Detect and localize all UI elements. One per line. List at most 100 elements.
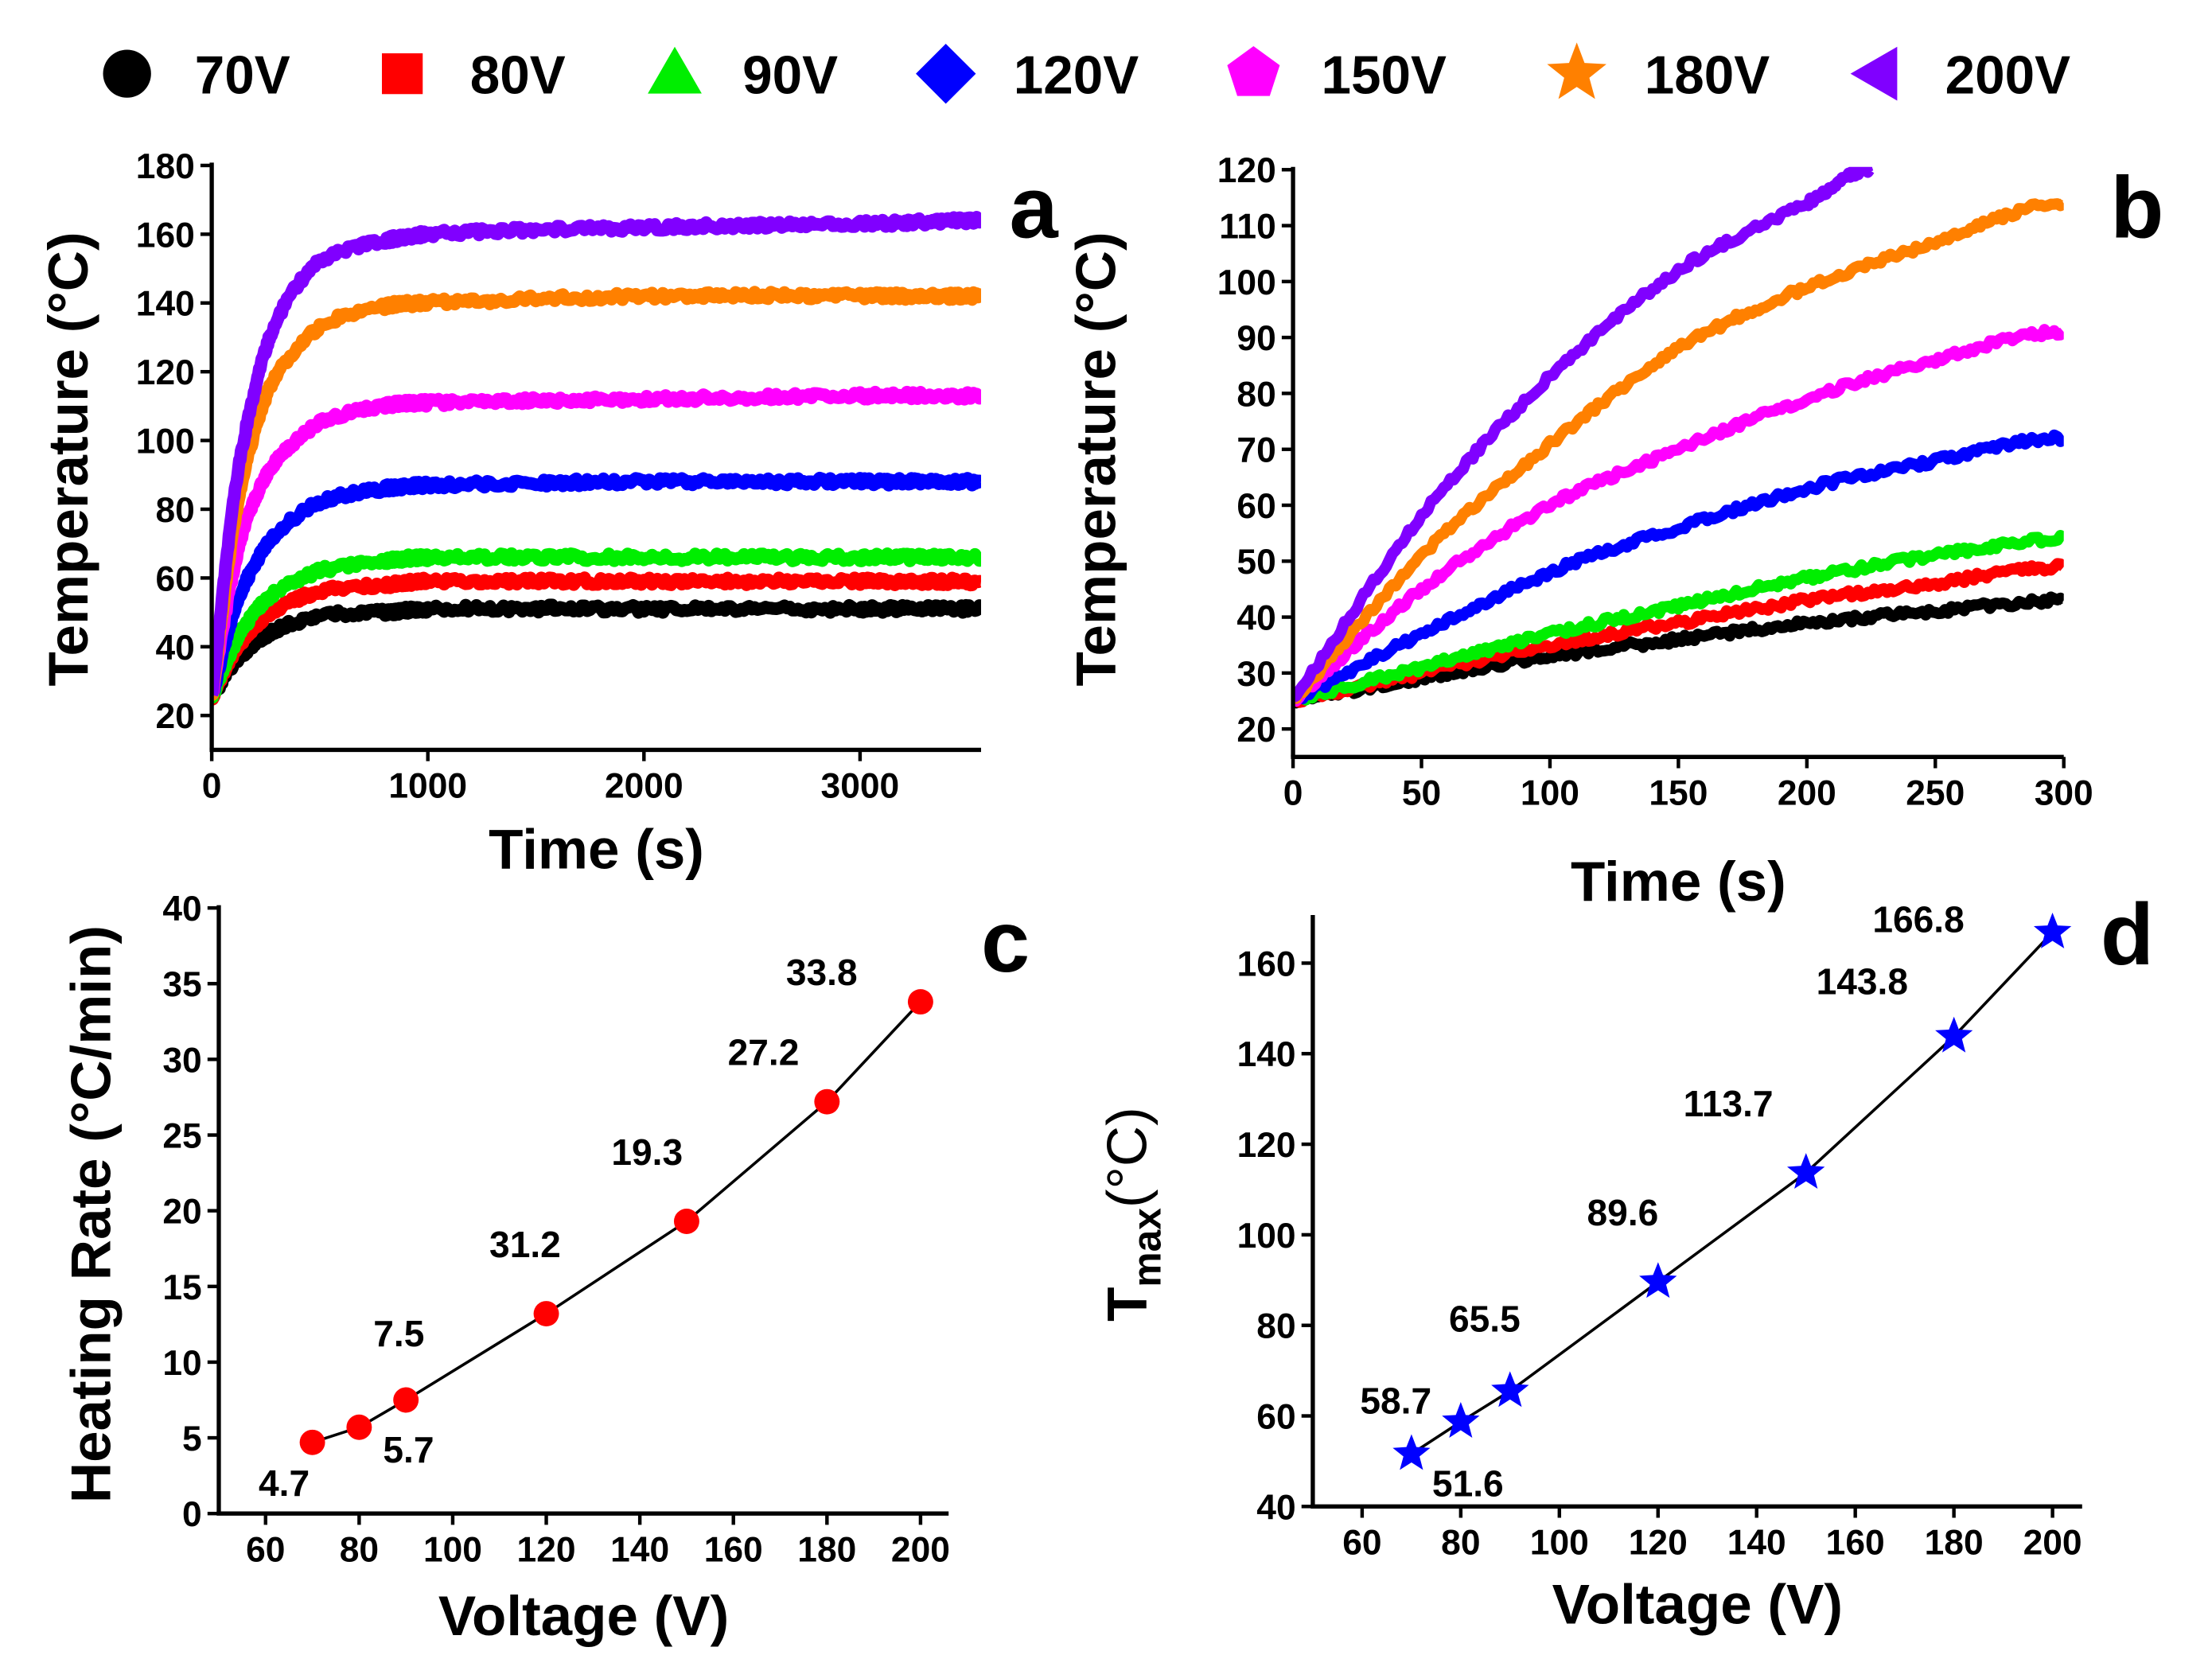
data-label: 19.3 — [611, 1131, 683, 1173]
data-point — [1786, 1153, 1825, 1189]
x-tick-label: 150 — [1649, 774, 1708, 813]
x-tick-label: 100 — [1521, 774, 1579, 813]
y-tick-label: 140 — [1237, 1035, 1296, 1074]
diamond-marker-icon — [916, 44, 976, 104]
x-tick-label: 80 — [1441, 1524, 1480, 1563]
x-tick-label: 200 — [891, 1531, 950, 1570]
y-tick-label: 60 — [155, 559, 194, 598]
data-point — [533, 1301, 559, 1327]
y-axis-label: Temperature (°C) — [1065, 232, 1128, 686]
y-tick-label: 40 — [155, 629, 194, 668]
y-axis-label: Heating Rate (°C/min) — [60, 925, 123, 1503]
x-tick-label: 250 — [1906, 774, 1965, 813]
data-point — [2033, 912, 2072, 948]
panel-d: 51.6 58.7 65.5 89.6 113.7 143.8 166.8 60 80 100 12… — [1096, 899, 2082, 1637]
panel-c: 4.75.77.531.219.327.233.860 80 100 120 140 16… — [60, 890, 950, 1648]
y-tick-label: 20 — [162, 1193, 201, 1232]
data-label: 31.2 — [489, 1224, 561, 1265]
data-point — [1935, 1016, 1973, 1053]
y-tick-label: 100 — [1217, 263, 1276, 302]
x-tick-label: 200 — [2023, 1524, 2082, 1563]
trend-line — [1410, 931, 2054, 1455]
legend-label: 120V — [1014, 45, 1139, 105]
y-tick-label: 100 — [136, 423, 195, 461]
y-tick-label: 35 — [162, 965, 201, 1004]
y-tick-label: 0 — [182, 1495, 202, 1534]
data-label: 5.7 — [383, 1429, 434, 1470]
star-marker-icon — [1547, 42, 1606, 99]
legend-label: 70V — [195, 45, 290, 105]
y-tick-label: 30 — [162, 1041, 201, 1080]
series-line-90V — [1293, 530, 2064, 706]
data-label: 166.8 — [1872, 899, 1964, 940]
y-tick-label: 110 — [1219, 208, 1276, 247]
panel-a: 0 1000 2000 3000 20 40 60 80 100 120 140 160 180 Time… — [37, 147, 981, 881]
triangle-left-marker-icon — [1850, 46, 1898, 101]
panel-b: 0 50 100 150 200 250 300 20 30 40 50 60 70 80 90 100 110… — [1065, 151, 2093, 913]
legend: 70V 80V 90V 120V 150V 180V 200V — [103, 42, 2070, 105]
x-tick-label: 80 — [340, 1531, 379, 1570]
legend-item-200V: 200V — [1850, 45, 2070, 105]
y-tick-label: 160 — [1237, 944, 1296, 983]
data-point — [1491, 1371, 1529, 1408]
x-tick-label: 140 — [1727, 1524, 1786, 1563]
x-tick-label: 160 — [704, 1531, 763, 1570]
panel-label-d: d — [2101, 886, 2154, 983]
x-tick-label: 0 — [1283, 774, 1303, 813]
data-label: 89.6 — [1587, 1192, 1659, 1233]
legend-item-180V: 180V — [1547, 42, 1770, 105]
y-tick-label: 120 — [1237, 1126, 1296, 1165]
data-point — [814, 1088, 840, 1115]
x-tick-label: 1000 — [388, 767, 467, 806]
y-tick-label: 160 — [136, 216, 195, 255]
y-axis-label: Temperature (°C) — [37, 232, 100, 686]
x-axis-label: Time (s) — [1571, 851, 1786, 913]
y-tick-label: 50 — [1236, 543, 1275, 582]
legend-item-70V: 70V — [103, 45, 290, 105]
data-point — [1442, 1402, 1480, 1438]
panel-label-c: c — [981, 893, 1030, 991]
y-tick-label: 70 — [1236, 431, 1275, 470]
y-tick-label: 60 — [1256, 1397, 1295, 1436]
legend-label: 180V — [1645, 45, 1770, 105]
y-tick-label: 5 — [182, 1419, 202, 1458]
y-tick-label: 15 — [162, 1268, 201, 1307]
circle-marker-icon — [103, 49, 151, 98]
x-tick-label: 120 — [1629, 1524, 1688, 1563]
y-tick-label: 40 — [162, 890, 201, 929]
triangle-up-marker-icon — [648, 46, 702, 94]
x-tick-label: 0 — [202, 767, 222, 806]
x-tick-label: 120 — [517, 1531, 576, 1570]
y-tick-label: 120 — [136, 353, 195, 392]
series-line-200V — [1293, 166, 1875, 703]
series-line-180V — [1293, 198, 2064, 704]
series-line-150V — [1293, 324, 2064, 707]
x-tick-label: 180 — [1925, 1524, 1984, 1563]
x-tick-label: 140 — [610, 1531, 669, 1570]
series-line-180V — [212, 286, 981, 701]
y-tick-label: 20 — [1236, 711, 1275, 750]
y-tick-label: 80 — [1236, 375, 1275, 414]
square-marker-icon — [381, 53, 423, 95]
y-axis-label-unit: (°C) — [1096, 1107, 1159, 1208]
panel-label-b: b — [2110, 158, 2163, 256]
y-tick-label: 25 — [162, 1116, 201, 1155]
x-tick-label: 60 — [246, 1531, 285, 1570]
legend-label: 200V — [1945, 45, 2070, 105]
legend-item-120V: 120V — [916, 44, 1139, 105]
x-tick-label: 50 — [1402, 774, 1441, 813]
legend-label: 90V — [742, 45, 838, 105]
x-tick-label: 300 — [2035, 774, 2093, 813]
legend-item-90V: 90V — [648, 45, 838, 105]
y-tick-label: 180 — [136, 147, 195, 186]
series-line-150V — [212, 385, 981, 698]
panel-label-a: a — [1009, 158, 1058, 256]
data-label: 143.8 — [1817, 960, 1908, 1002]
y-axis-label-sub: max — [1124, 1208, 1169, 1287]
data-label: 33.8 — [786, 952, 858, 993]
y-tick-label: 40 — [1236, 599, 1275, 638]
series-line-120V — [212, 471, 981, 701]
data-point — [1639, 1262, 1677, 1299]
x-tick-label: 180 — [797, 1531, 856, 1570]
